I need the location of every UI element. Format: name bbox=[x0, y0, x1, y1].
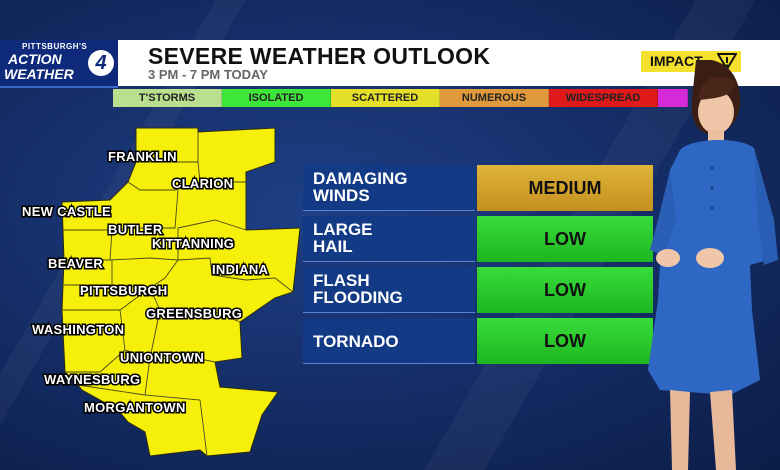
threat-row: LARGE HAIL LOW bbox=[303, 216, 653, 262]
threat-label-line2: HAIL bbox=[313, 237, 353, 256]
station-logo: PITTSBURGH'S ACTION WEATHER 4 bbox=[0, 40, 118, 88]
threat-label: DAMAGING WINDS bbox=[303, 165, 475, 211]
threat-level-badge: MEDIUM bbox=[477, 165, 653, 211]
impact-label: IMPACT bbox=[650, 53, 703, 69]
logo-line-3: WEATHER bbox=[4, 66, 74, 82]
county-label: BUTLER bbox=[108, 222, 163, 237]
presenter-figure bbox=[648, 60, 778, 470]
county-label: FRANKLIN bbox=[108, 149, 177, 164]
scale-segment bbox=[658, 89, 688, 107]
county-label: UNIONTOWN bbox=[120, 350, 204, 365]
channel-number: 4 bbox=[88, 50, 114, 76]
page-title: SEVERE WEATHER OUTLOOK bbox=[148, 43, 491, 69]
threat-label-line1: LARGE bbox=[313, 220, 373, 239]
warning-triangle-icon bbox=[717, 53, 737, 70]
threat-row: TORNADO LOW bbox=[303, 318, 653, 364]
threat-label: LARGE HAIL bbox=[303, 216, 475, 262]
scale-segment: SCATTERED bbox=[331, 89, 440, 107]
county-borders bbox=[62, 132, 294, 457]
logo-line-1: PITTSBURGH'S bbox=[22, 42, 88, 51]
logo-line-2: ACTION bbox=[8, 51, 62, 67]
county-label: MORGANTOWN bbox=[84, 400, 186, 415]
title-bar: SEVERE WEATHER OUTLOOK 3 PM - 7 PM TODAY… bbox=[118, 40, 780, 86]
scale-segment: T'STORMS bbox=[113, 89, 222, 107]
county-label: WASHINGTON bbox=[32, 322, 124, 337]
threat-level-badge: LOW bbox=[477, 267, 653, 313]
scale-segment: ISOLATED bbox=[222, 89, 331, 107]
county-map: FRANKLIN CLARION NEW CASTLE BUTLERKITTANNIN… bbox=[21, 127, 300, 457]
county-label: WAYNESBURG bbox=[44, 372, 140, 387]
scale-segment: NUMEROUS bbox=[440, 89, 549, 107]
threat-label-line1: FLASH bbox=[313, 271, 370, 290]
county-label: CLARION bbox=[172, 176, 233, 191]
threat-label-line2: WINDS bbox=[313, 186, 370, 205]
threat-row: DAMAGING WINDS MEDIUM bbox=[303, 165, 653, 211]
region-outline bbox=[61, 127, 300, 457]
threat-label: TORNADO bbox=[303, 318, 475, 364]
scale-segment: WIDESPREAD bbox=[549, 89, 658, 107]
threat-level-badge: LOW bbox=[477, 216, 653, 262]
county-label: INDIANA bbox=[212, 262, 269, 277]
threat-label: FLASH FLOODING bbox=[303, 267, 475, 313]
county-label: PITTSBURGH bbox=[80, 283, 168, 298]
threat-row: FLASH FLOODING LOW bbox=[303, 267, 653, 313]
county-label: GREENSBURG bbox=[146, 306, 242, 321]
county-label: BEAVER bbox=[48, 256, 103, 271]
threat-label-line1: DAMAGING bbox=[313, 169, 408, 188]
county-label: NEW CASTLE bbox=[22, 204, 111, 219]
threat-table: DAMAGING WINDS MEDIUM LARGE HAIL LOW FLASH FLOO… bbox=[303, 165, 653, 369]
threat-label-line1: TORNADO bbox=[313, 332, 399, 351]
threat-level-badge: LOW bbox=[477, 318, 653, 364]
risk-scale: T'STORMS ISOLATED SCATTERED NUMEROUS WIDESPR… bbox=[113, 89, 688, 107]
county-label: KITTANNING bbox=[152, 236, 234, 251]
threat-label-line2: FLOODING bbox=[313, 288, 403, 307]
time-range: 3 PM - 7 PM TODAY bbox=[148, 67, 268, 82]
